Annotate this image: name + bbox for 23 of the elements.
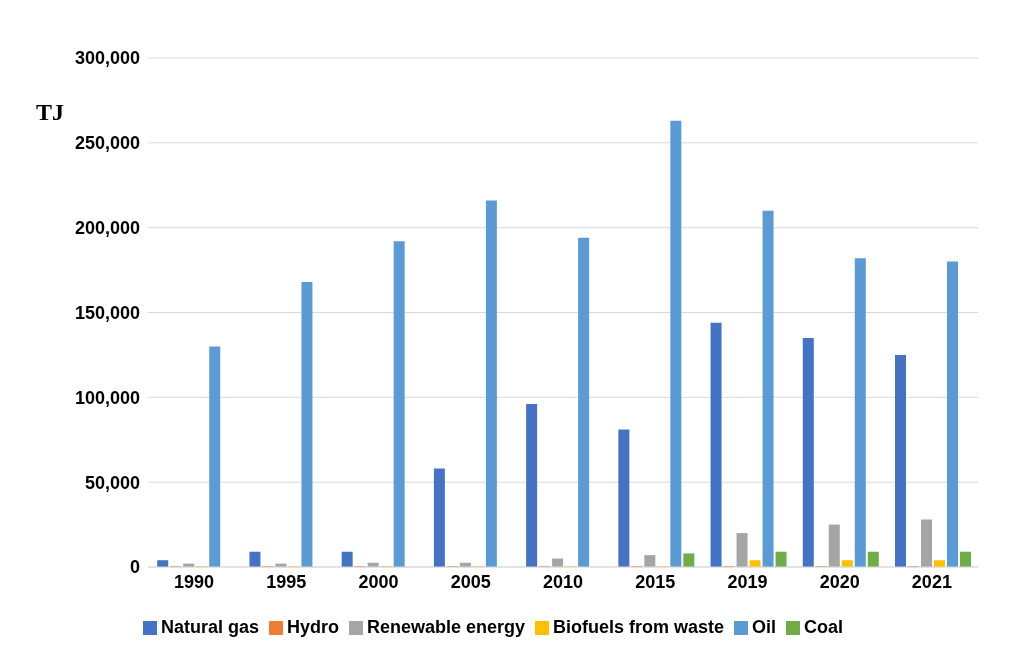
y-tick-label: 100,000 <box>74 387 140 408</box>
y-tick-label: 150,000 <box>74 302 140 323</box>
y-tick-label: 200,000 <box>74 218 140 239</box>
legend-label: Hydro <box>286 617 339 637</box>
x-tick-label: 2005 <box>450 571 491 592</box>
legend-label: Coal <box>804 617 844 637</box>
legend-label: Natural gas <box>160 617 259 637</box>
y-tick-label: 50,000 <box>84 472 140 493</box>
y-axis-title: TJ <box>36 99 65 126</box>
legend-label: Oil <box>752 617 777 637</box>
x-tick-label: 1990 <box>174 571 215 592</box>
legend-label: Biofuels from waste <box>553 617 725 637</box>
y-tick-label: 0 <box>129 557 140 578</box>
x-tick-label: 2015 <box>635 571 676 592</box>
x-tick-label: 2019 <box>727 571 768 592</box>
x-tick-label: 2010 <box>542 571 584 592</box>
x-tick-label: 1995 <box>266 571 307 592</box>
x-tick-label: 2000 <box>358 571 399 592</box>
x-tick-label: 2020 <box>819 571 860 592</box>
y-tick-label: 250,000 <box>74 133 140 154</box>
x-tick-label: 2021 <box>911 571 952 592</box>
legend-label: Renewable energy <box>366 617 526 637</box>
y-tick-label: 300,000 <box>74 48 140 69</box>
